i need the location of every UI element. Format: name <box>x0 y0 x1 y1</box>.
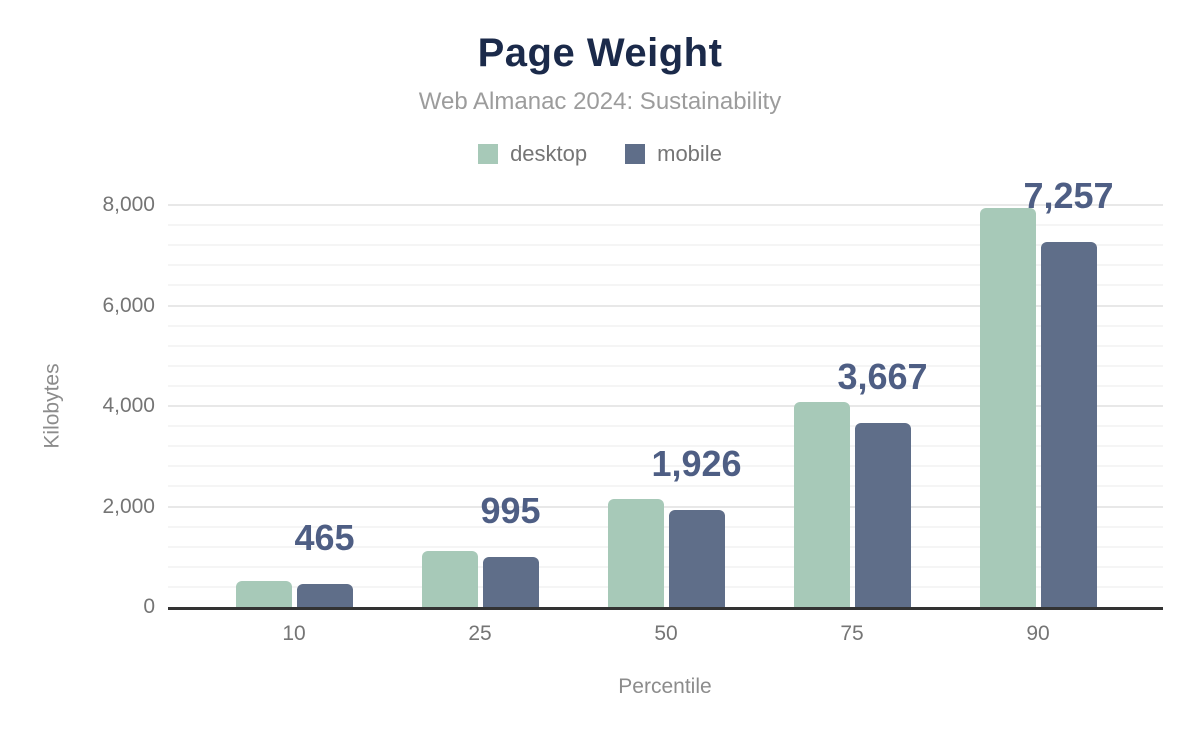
value-label-mobile-p90: 7,257 <box>1023 175 1114 217</box>
y-tick-label: 6,000 <box>102 293 155 317</box>
value-label-mobile-p50: 1,926 <box>651 443 742 485</box>
minor-gridline <box>168 384 1163 387</box>
legend-item-mobile: mobile <box>625 143 722 165</box>
minor-gridline <box>168 344 1163 347</box>
bar-mobile-p75[interactable] <box>854 422 911 607</box>
minor-gridline <box>168 244 1163 247</box>
minor-gridline <box>168 445 1163 448</box>
chart-title: Page Weight <box>477 31 723 75</box>
legend-swatch-mobile-icon <box>625 144 646 164</box>
bar-mobile-p50[interactable] <box>668 510 725 607</box>
x-tick-label-p90: 90 <box>1026 622 1050 645</box>
x-axis-title: Percentile <box>618 675 712 698</box>
minor-gridline <box>168 585 1163 588</box>
major-gridline <box>168 505 1163 508</box>
minor-gridline <box>168 485 1163 488</box>
legend-label-mobile: mobile <box>657 141 722 166</box>
minor-gridline <box>168 545 1163 548</box>
legend-swatch-desktop-icon <box>478 144 499 164</box>
bar-mobile-p90[interactable] <box>1040 242 1097 607</box>
y-tick-label: 0 <box>143 595 155 618</box>
major-gridline <box>168 204 1163 206</box>
major-gridline <box>168 405 1163 407</box>
bar-mobile-p10[interactable] <box>296 583 353 607</box>
bar-desktop-p50[interactable] <box>607 499 664 607</box>
x-tick-label-p10: 10 <box>282 622 306 645</box>
chart-subtitle: Web Almanac 2024: Sustainability <box>418 88 782 115</box>
legend-item-desktop: desktop <box>478 143 587 165</box>
value-label-mobile-p10: 465 <box>294 516 355 558</box>
value-label-mobile-p25: 995 <box>480 490 541 531</box>
minor-gridline <box>168 525 1163 528</box>
minor-gridline <box>168 465 1163 468</box>
minor-gridline <box>168 224 1163 227</box>
y-tick-label: 8,000 <box>102 193 155 216</box>
major-gridline <box>168 304 1163 307</box>
legend-label-desktop: desktop <box>510 141 588 166</box>
minor-gridline <box>168 425 1163 428</box>
minor-gridline <box>168 565 1163 568</box>
x-tick-label-p25: 25 <box>468 622 492 645</box>
x-tick-label-p75: 75 <box>840 622 864 645</box>
x-axis-line <box>168 607 1163 610</box>
minor-gridline <box>168 324 1163 327</box>
y-tick-label: 2,000 <box>102 494 155 518</box>
minor-gridline <box>168 364 1163 367</box>
minor-gridline <box>168 264 1163 267</box>
bar-desktop-p10[interactable] <box>235 580 292 607</box>
value-label-mobile-p75: 3,667 <box>837 355 928 397</box>
legend: desktop mobile <box>0 142 1200 166</box>
y-tick-label: 4,000 <box>102 394 155 417</box>
minor-gridline <box>168 284 1163 287</box>
bar-desktop-p25[interactable] <box>421 550 478 607</box>
bar-desktop-p75[interactable] <box>793 402 850 607</box>
bar-desktop-p90[interactable] <box>979 208 1036 607</box>
y-axis-title: Kilobytes <box>40 363 64 449</box>
x-tick-label-p50: 50 <box>654 622 678 645</box>
bar-mobile-p25[interactable] <box>482 557 539 607</box>
